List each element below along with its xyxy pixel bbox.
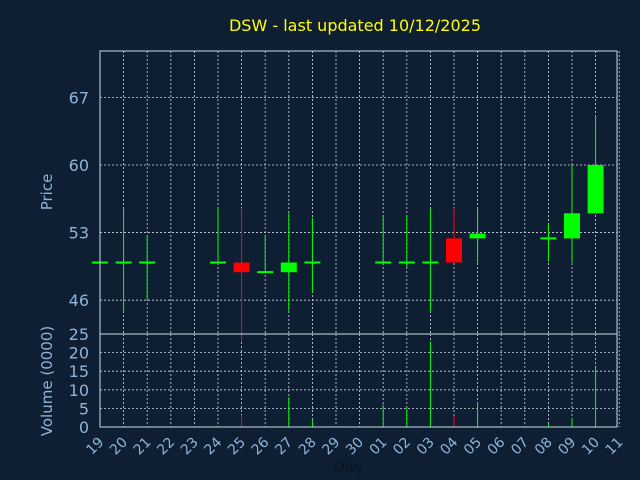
price-tick-label: 60	[69, 156, 89, 175]
volume-tick-label: 5	[79, 399, 89, 418]
x-tick-label: 05	[461, 434, 485, 458]
x-tick-label: 11	[603, 434, 627, 458]
x-tick-label: 22	[154, 434, 178, 458]
x-tick-label: 02	[390, 434, 414, 458]
volume-tick-label: 25	[69, 325, 89, 344]
volume-tick-label: 0	[79, 418, 89, 437]
x-tick-label: 25	[225, 434, 249, 458]
x-axis-label: Day	[333, 458, 363, 476]
x-tick-label: 07	[508, 434, 532, 458]
candle-body	[469, 233, 486, 239]
x-tick-label: 10	[579, 434, 603, 458]
x-tick-label: 20	[107, 434, 131, 458]
price-panel-frame	[99, 50, 618, 335]
volume-tick-label: 20	[69, 344, 89, 363]
candle-body	[280, 262, 297, 273]
volume-panel-frame	[99, 333, 618, 428]
volume-axis-label: Volume (0000)	[38, 326, 56, 436]
price-tick-label: 67	[69, 88, 89, 107]
candle-body	[446, 238, 462, 263]
candle-body	[233, 262, 250, 273]
volume-tick-label: 10	[69, 381, 89, 400]
x-tick-label: 04	[437, 434, 461, 458]
tick-layer: 19 20 21 22 23 24 25 26 27 28 29 30 01 02 03 04 05 06 07 08…	[69, 88, 627, 458]
x-tick-label: 19	[83, 434, 107, 458]
candle-body	[587, 164, 604, 214]
x-tick-label: 23	[178, 434, 202, 458]
price-tick-label: 46	[69, 291, 89, 310]
price-tick-label: 53	[69, 224, 89, 243]
x-tick-label: 03	[414, 434, 438, 458]
x-tick-label: 28	[296, 434, 320, 458]
x-tick-label: 26	[249, 434, 273, 458]
chart-title: DSW - last updated 10/12/2025	[229, 16, 481, 35]
x-tick-label: 09	[555, 434, 579, 458]
candle-layer	[92, 116, 604, 342]
frame-layer	[99, 50, 618, 428]
volume-layer	[123, 341, 597, 427]
x-tick-label: 06	[485, 434, 509, 458]
x-tick-label: 27	[272, 434, 296, 458]
volume-tick-label: 15	[69, 362, 89, 381]
x-tick-label: 01	[367, 434, 391, 458]
x-tick-label: 30	[343, 434, 367, 458]
x-tick-label: 24	[201, 434, 225, 458]
candle-body	[564, 213, 580, 239]
x-tick-label: 21	[131, 434, 155, 458]
price-axis-label: Price	[38, 174, 56, 211]
x-tick-label: 29	[319, 434, 343, 458]
x-tick-label: 08	[532, 434, 556, 458]
